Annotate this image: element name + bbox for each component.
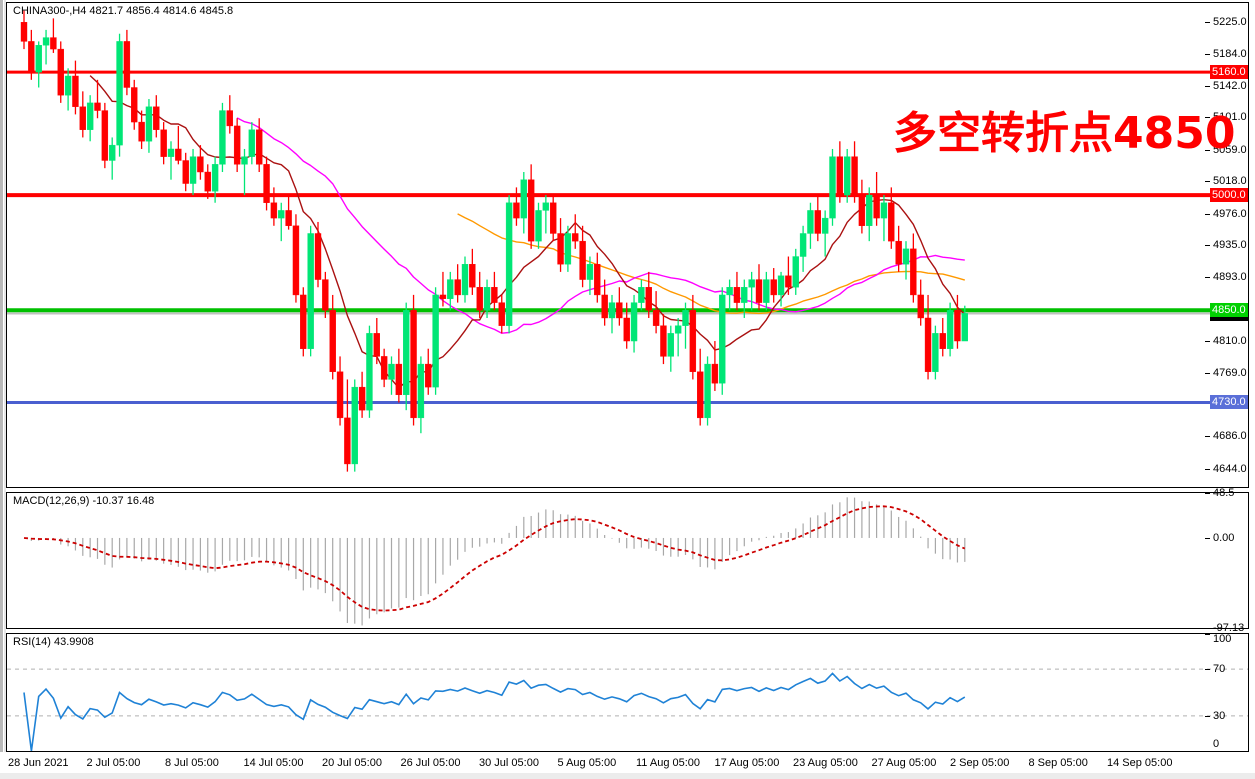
price-tickmark [1205, 22, 1210, 24]
time-axis-label: 2 Jul 05:00 [86, 757, 141, 769]
price-tick-label: 5225.0 [1213, 16, 1247, 29]
price-tickmark [1205, 341, 1210, 343]
price-tickmark [1205, 372, 1210, 374]
time-axis-label: 17 Aug 05:00 [714, 757, 780, 769]
macd-tick-label: 48.5 [1213, 487, 1235, 499]
macd-tickmark [1205, 493, 1210, 494]
time-axis-label: 28 Jun 2021 [8, 757, 69, 769]
time-axis-label: 26 Jul 05:00 [400, 757, 461, 769]
chart-annotation-text: 多空转折点4850 [893, 108, 1236, 159]
price-tick-label: 4769.0 [1213, 366, 1247, 379]
price-tick-label: 5142.0 [1213, 79, 1247, 92]
candle-series [20, 10, 968, 472]
price-tag-5160[interactable]: 5160.0 [1210, 65, 1248, 80]
time-axis-label: 14 Jul 05:00 [243, 757, 304, 769]
price-tag-4730[interactable]: 4730.0 [1210, 395, 1248, 410]
time-axis-label: 8 Jul 05:00 [165, 757, 219, 769]
rsi-tick-label: 30 [1213, 709, 1226, 722]
price-svg [7, 10, 1248, 472]
price-tickmark [1205, 149, 1210, 151]
rsi-tickmark [1205, 751, 1210, 752]
price-tick-label: 4976.0 [1213, 207, 1247, 220]
price-tickmark [1205, 117, 1210, 119]
time-axis-label: 5 Aug 05:00 [557, 757, 617, 769]
left-rail [0, 0, 3, 752]
price-tick-label: 4686.0 [1213, 430, 1247, 443]
time-axis-label: 2 Sep 05:00 [950, 757, 1010, 769]
macd-tick-label: 0.00 [1213, 531, 1235, 544]
price-tick-label: 5059.0 [1213, 143, 1247, 156]
price-tickmark [1205, 245, 1210, 246]
time-axis-label: 20 Jul 05:00 [322, 757, 382, 769]
rsi-tick-label: 0 [1213, 738, 1220, 750]
price-tickmark [1205, 436, 1210, 438]
time-axis-label: 27 Aug 05:00 [871, 757, 937, 769]
time-axis-label: 8 Sep 05:00 [1028, 757, 1088, 769]
price-tick-label: 4644.0 [1213, 462, 1247, 475]
macd-tickmark [1205, 537, 1210, 539]
rsi-tick-label: 70 [1213, 663, 1226, 676]
price-tick-label: 5018.0 [1213, 175, 1247, 188]
macd-svg [23, 497, 966, 626]
price-tickmark [1205, 85, 1210, 87]
macd-plot[interactable] [7, 493, 1248, 628]
time-axis-label: 14 Sep 05:00 [1107, 757, 1173, 769]
price-tick-label: 4935.0 [1213, 239, 1247, 251]
price-plot[interactable] [7, 3, 1248, 487]
time-axis-label: 11 Aug 05:00 [636, 757, 701, 769]
rsi-panel-label: RSI(14) 43.9908 [13, 636, 94, 648]
price-tick-label: 4810.0 [1213, 335, 1247, 348]
price-tickmark [1205, 468, 1210, 470]
macd-panel-label: MACD(12,26,9) -10.37 16.48 [13, 495, 155, 507]
price-tickmark [1205, 277, 1210, 279]
rsi-tickmark [1205, 634, 1210, 635]
time-axis-label: 30 Jul 05:00 [479, 757, 539, 769]
time-axis-label: 23 Aug 05:00 [793, 757, 858, 769]
macd-tick-label: -97.13 [1213, 622, 1245, 634]
price-tickmark [1205, 53, 1210, 55]
price-tag-5000[interactable]: 5000.0 [1210, 188, 1248, 203]
macd-scale[interactable]: 48.5 0.00 -97.13 [1205, 487, 1255, 634]
macd-tickmark [1205, 628, 1210, 629]
macd-histogram [30, 497, 966, 626]
time-axis[interactable]: 28 Jun 2021 2 Jul 05:00 8 Jul 05:00 14 Jul … [6, 754, 1249, 779]
rsi-svg [7, 668, 1248, 751]
price-scale[interactable]: 5225.0 5184.0 5142.0 5101.0 5059.0 5018.0 4976… [1205, 2, 1255, 488]
price-panel-label: CHINA300-,H4 4821.7 4856.4 4814.6 4845.8 [13, 5, 234, 17]
rsi-panel[interactable]: RSI(14) 43.9908 [6, 633, 1249, 752]
price-chart-panel[interactable]: CHINA300-,H4 4821.7 4856.4 4814.6 4845.8 [6, 2, 1249, 488]
price-tick-label: 5184.0 [1213, 47, 1247, 60]
price-tag-4850[interactable]: 4850.0 [1210, 303, 1248, 318]
rsi-tick-label: 100 [1213, 633, 1232, 645]
macd-panel[interactable]: MACD(12,26,9) -10.37 16.48 [6, 492, 1249, 629]
rsi-scale[interactable]: 100 70 30 0 [1205, 633, 1255, 752]
price-tick-label: 5101.0 [1213, 111, 1247, 124]
price-tickmark [1205, 181, 1210, 183]
rsi-tickmark [1205, 715, 1210, 717]
rsi-plot[interactable] [7, 634, 1248, 751]
price-tick-label: 4893.0 [1213, 271, 1247, 284]
rsi-tickmark [1205, 669, 1210, 671]
left-rail-inner [4, 0, 6, 752]
price-tickmark [1205, 213, 1210, 215]
bottom-strip [0, 773, 1255, 779]
